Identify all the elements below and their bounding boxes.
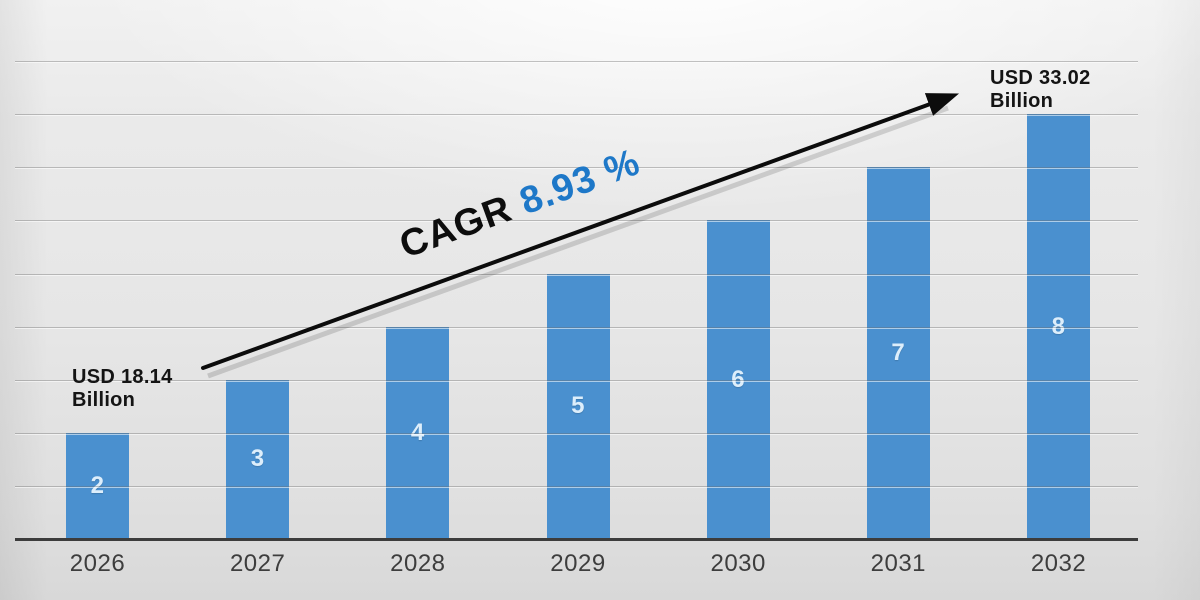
bar-2026: 2 [66,432,129,539]
start-value-line2: Billion [72,389,136,411]
cagr-label: CAGR 8.93 % [342,118,698,290]
bar-2027: 3 [226,379,290,539]
gridline-6 [15,220,1138,222]
x-tick-2027: 2027 [229,550,286,577]
x-axis-line [15,538,1138,541]
gridline-1 [15,485,1138,487]
bar-value-label-2030: 6 [731,365,746,393]
x-tick-2029: 2029 [550,550,606,577]
gridline-5 [15,273,1138,275]
start-value-label: USD 18.14 Billion [72,366,173,412]
cagr-prefix: CAGR [394,187,518,267]
end-value-line1: USD 33.02 [990,67,1091,89]
bar-value-label-2029: 5 [571,392,585,420]
start-value-line1: USD 18.14 [72,366,173,388]
gridline-2 [15,432,1138,434]
x-tick-2030: 2030 [710,550,766,577]
gridline-9 [15,61,1138,63]
bar-value-label-2032: 8 [1051,312,1066,340]
bar-2032: 8 [1027,114,1091,539]
gridline-3 [15,379,1138,381]
x-tick-2028: 2028 [390,550,446,577]
x-tick-2031: 2031 [870,550,927,577]
bar-2029: 5 [546,273,610,539]
bar-value-label-2026: 2 [90,471,105,499]
bar-value-label-2028: 4 [410,418,425,446]
gridline-8 [15,114,1138,116]
x-tick-2026: 2026 [69,550,126,577]
end-value-label: USD 33.02 Billion [990,67,1091,113]
end-value-line2: Billion [990,90,1054,112]
cagr-value: 8.93 % [514,140,646,223]
gridline-4 [15,326,1138,328]
x-tick-2032: 2032 [1030,550,1087,577]
bar-value-label-2031: 7 [891,339,906,367]
bar-value-label-2027: 3 [250,445,265,473]
bar-2031: 7 [866,167,930,539]
